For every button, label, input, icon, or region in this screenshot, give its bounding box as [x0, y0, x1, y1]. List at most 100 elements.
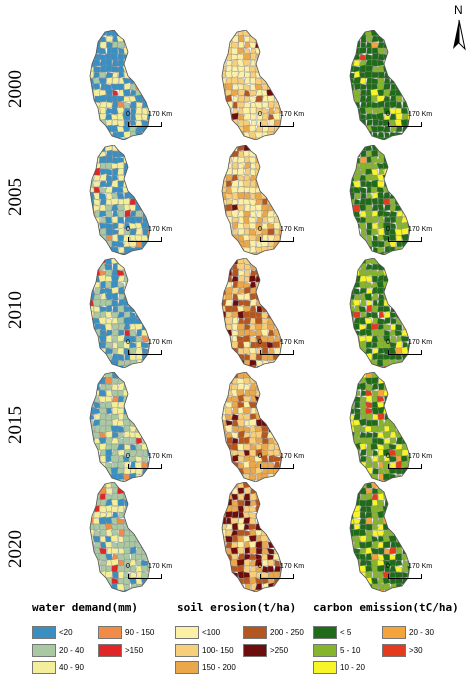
district-polygon	[222, 499, 227, 507]
district-polygon	[350, 268, 355, 277]
district-polygon	[406, 59, 410, 67]
district-polygon	[147, 46, 150, 55]
district-polygon	[353, 59, 361, 67]
legend-label-erosion-2: 150 - 200	[202, 663, 236, 672]
district-polygon	[93, 286, 102, 295]
district-polygon	[140, 407, 149, 415]
district-polygon	[389, 431, 397, 439]
district-polygon	[407, 299, 410, 307]
district-polygon	[104, 216, 113, 224]
district-polygon	[104, 263, 113, 271]
district-polygon	[279, 47, 282, 56]
district-polygon	[222, 35, 227, 43]
legend-label-carbon-1: 5 - 10	[340, 646, 361, 655]
district-polygon	[225, 59, 233, 67]
district-polygon	[224, 252, 233, 255]
district-polygon	[394, 482, 403, 489]
district-polygon	[279, 155, 282, 164]
district-polygon	[129, 571, 137, 579]
district-polygon	[272, 167, 281, 177]
district-polygon	[365, 263, 373, 271]
district-polygon	[141, 504, 150, 513]
district-polygon	[135, 407, 143, 415]
district-polygon	[388, 292, 397, 301]
district-polygon	[273, 305, 282, 313]
district-polygon	[243, 113, 252, 121]
district-polygon	[110, 197, 119, 206]
district-polygon	[129, 258, 138, 265]
district-polygon	[407, 413, 410, 421]
district-polygon	[389, 137, 397, 140]
scale-bar: 0 170 Km	[126, 563, 172, 579]
district-polygon	[222, 577, 228, 586]
district-polygon	[222, 473, 227, 481]
district-polygon	[389, 487, 397, 495]
district-polygon	[376, 186, 385, 194]
district-polygon	[279, 203, 282, 212]
district-polygon	[278, 145, 282, 152]
district-polygon	[242, 252, 251, 255]
district-polygon	[406, 505, 410, 513]
scale-bar-line	[128, 237, 162, 242]
district-polygon	[111, 383, 119, 391]
district-polygon	[147, 204, 150, 212]
district-polygon	[406, 401, 410, 409]
district-polygon	[147, 210, 150, 218]
scale-bar-line	[260, 464, 294, 469]
district-polygon	[354, 293, 361, 301]
district-polygon	[395, 95, 403, 103]
district-polygon	[401, 511, 409, 519]
district-polygon	[242, 119, 251, 127]
district-polygon	[268, 35, 275, 43]
scale-distance: 170 Km	[280, 339, 305, 346]
district-polygon	[268, 299, 275, 307]
district-polygon	[279, 268, 282, 277]
district-polygon	[360, 125, 367, 133]
district-polygon	[395, 192, 403, 200]
district-polygon	[261, 275, 270, 283]
district-polygon	[243, 192, 251, 200]
district-polygon	[383, 107, 391, 115]
district-polygon	[93, 30, 101, 37]
district-polygon	[134, 499, 143, 507]
district-polygon	[225, 577, 234, 585]
district-polygon	[365, 511, 373, 520]
district-polygon	[358, 131, 367, 139]
district-polygon	[90, 252, 95, 255]
district-polygon	[148, 547, 150, 555]
district-polygon	[249, 329, 257, 337]
district-polygon	[222, 505, 227, 513]
district-polygon	[267, 71, 275, 79]
district-polygon	[135, 504, 143, 513]
district-polygon	[250, 119, 257, 127]
district-polygon	[389, 35, 397, 43]
district-polygon	[129, 559, 137, 567]
district-polygon	[261, 376, 269, 385]
district-polygon	[350, 347, 355, 355]
district-polygon	[98, 389, 107, 397]
district-polygon	[124, 145, 132, 152]
district-polygon	[267, 156, 275, 164]
district-polygon	[388, 365, 397, 368]
district-polygon	[123, 546, 131, 555]
district-polygon	[105, 71, 114, 79]
legend-swatch-carbon-4	[382, 644, 406, 657]
district-polygon	[130, 436, 137, 445]
district-polygon	[141, 401, 149, 409]
district-polygon	[92, 473, 101, 482]
district-polygon	[395, 546, 403, 555]
district-polygon	[273, 137, 281, 140]
district-polygon	[371, 382, 379, 391]
district-polygon	[402, 246, 409, 254]
district-polygon	[135, 149, 143, 158]
district-polygon	[377, 293, 385, 301]
district-polygon	[389, 263, 397, 271]
district-polygon	[90, 269, 95, 277]
map-carbon-2020	[349, 482, 410, 592]
district-polygon	[225, 347, 234, 355]
district-polygon	[359, 174, 367, 182]
district-polygon	[401, 528, 409, 537]
scale-distance: 170 Km	[408, 339, 433, 346]
district-polygon	[272, 112, 281, 121]
district-polygon	[383, 547, 391, 555]
